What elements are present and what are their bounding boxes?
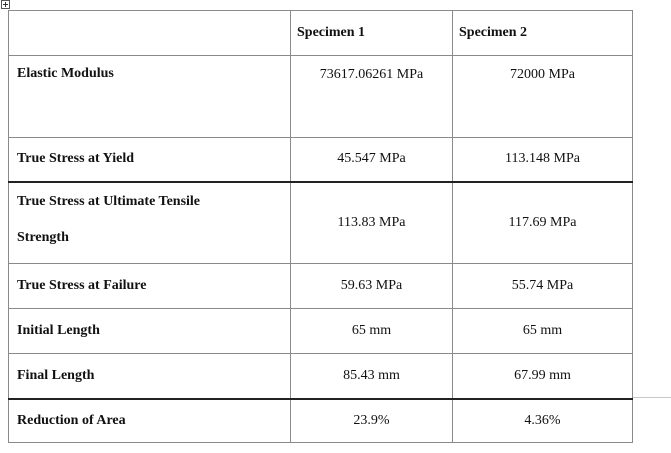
page-rule-divider: [633, 397, 671, 398]
value-specimen-1: 59.63 MPa: [290, 263, 453, 309]
table-row: True Stress at Yield 45.547 MPa 113.148 …: [8, 137, 633, 182]
row-label-true-stress-uts: True Stress at Ultimate Tensile Strength: [8, 180, 291, 264]
value-specimen-1: 113.83 MPa: [290, 180, 453, 264]
row-label-initial-length: Initial Length: [8, 308, 291, 354]
value-specimen-1: 45.547 MPa: [290, 137, 453, 182]
table-header-row: Specimen 1 Specimen 2: [8, 10, 633, 56]
value-specimen-2: 117.69 MPa: [452, 180, 633, 264]
row-label-final-length: Final Length: [8, 353, 291, 399]
row-label-true-stress-failure: True Stress at Failure: [8, 263, 291, 309]
value-specimen-2: 67.99 mm: [452, 353, 633, 399]
value-specimen-1: 73617.06261 MPa: [290, 55, 453, 138]
table-row: Initial Length 65 mm 65 mm: [8, 308, 633, 354]
header-specimen-1: Specimen 1: [290, 10, 453, 56]
value-specimen-2: 65 mm: [452, 308, 633, 354]
row-label-reduction-of-area: Reduction of Area: [8, 397, 291, 443]
value-specimen-2: 4.36%: [452, 397, 633, 443]
row-label-line-1: True Stress at Ultimate Tensile: [17, 193, 201, 209]
row-label-true-stress-yield: True Stress at Yield: [8, 137, 291, 182]
table-row: True Stress at Failure 59.63 MPa 55.74 M…: [8, 263, 633, 309]
table-row: Elastic Modulus 73617.06261 MPa 72000 MP…: [8, 55, 633, 138]
value-specimen-2: 55.74 MPa: [452, 263, 633, 309]
value-specimen-1: 23.9%: [290, 397, 453, 443]
row-label-line-2: Strength: [17, 229, 69, 245]
table-row: True Stress at Ultimate Tensile Strength…: [8, 180, 633, 264]
value-specimen-1: 65 mm: [290, 308, 453, 354]
results-table: Specimen 1 Specimen 2 Elastic Modulus 73…: [8, 10, 633, 443]
header-specimen-2: Specimen 2: [452, 10, 633, 56]
table-row: Final Length 85.43 mm 67.99 mm: [8, 353, 633, 399]
table-move-handle-icon[interactable]: [1, 0, 10, 9]
table-row: Reduction of Area 23.9% 4.36%: [8, 397, 633, 443]
value-specimen-2: 72000 MPa: [452, 55, 633, 138]
header-cell-empty: [8, 10, 291, 56]
value-specimen-1: 85.43 mm: [290, 353, 453, 399]
value-specimen-2: 113.148 MPa: [452, 137, 633, 182]
row-label-elastic-modulus: Elastic Modulus: [8, 55, 291, 138]
